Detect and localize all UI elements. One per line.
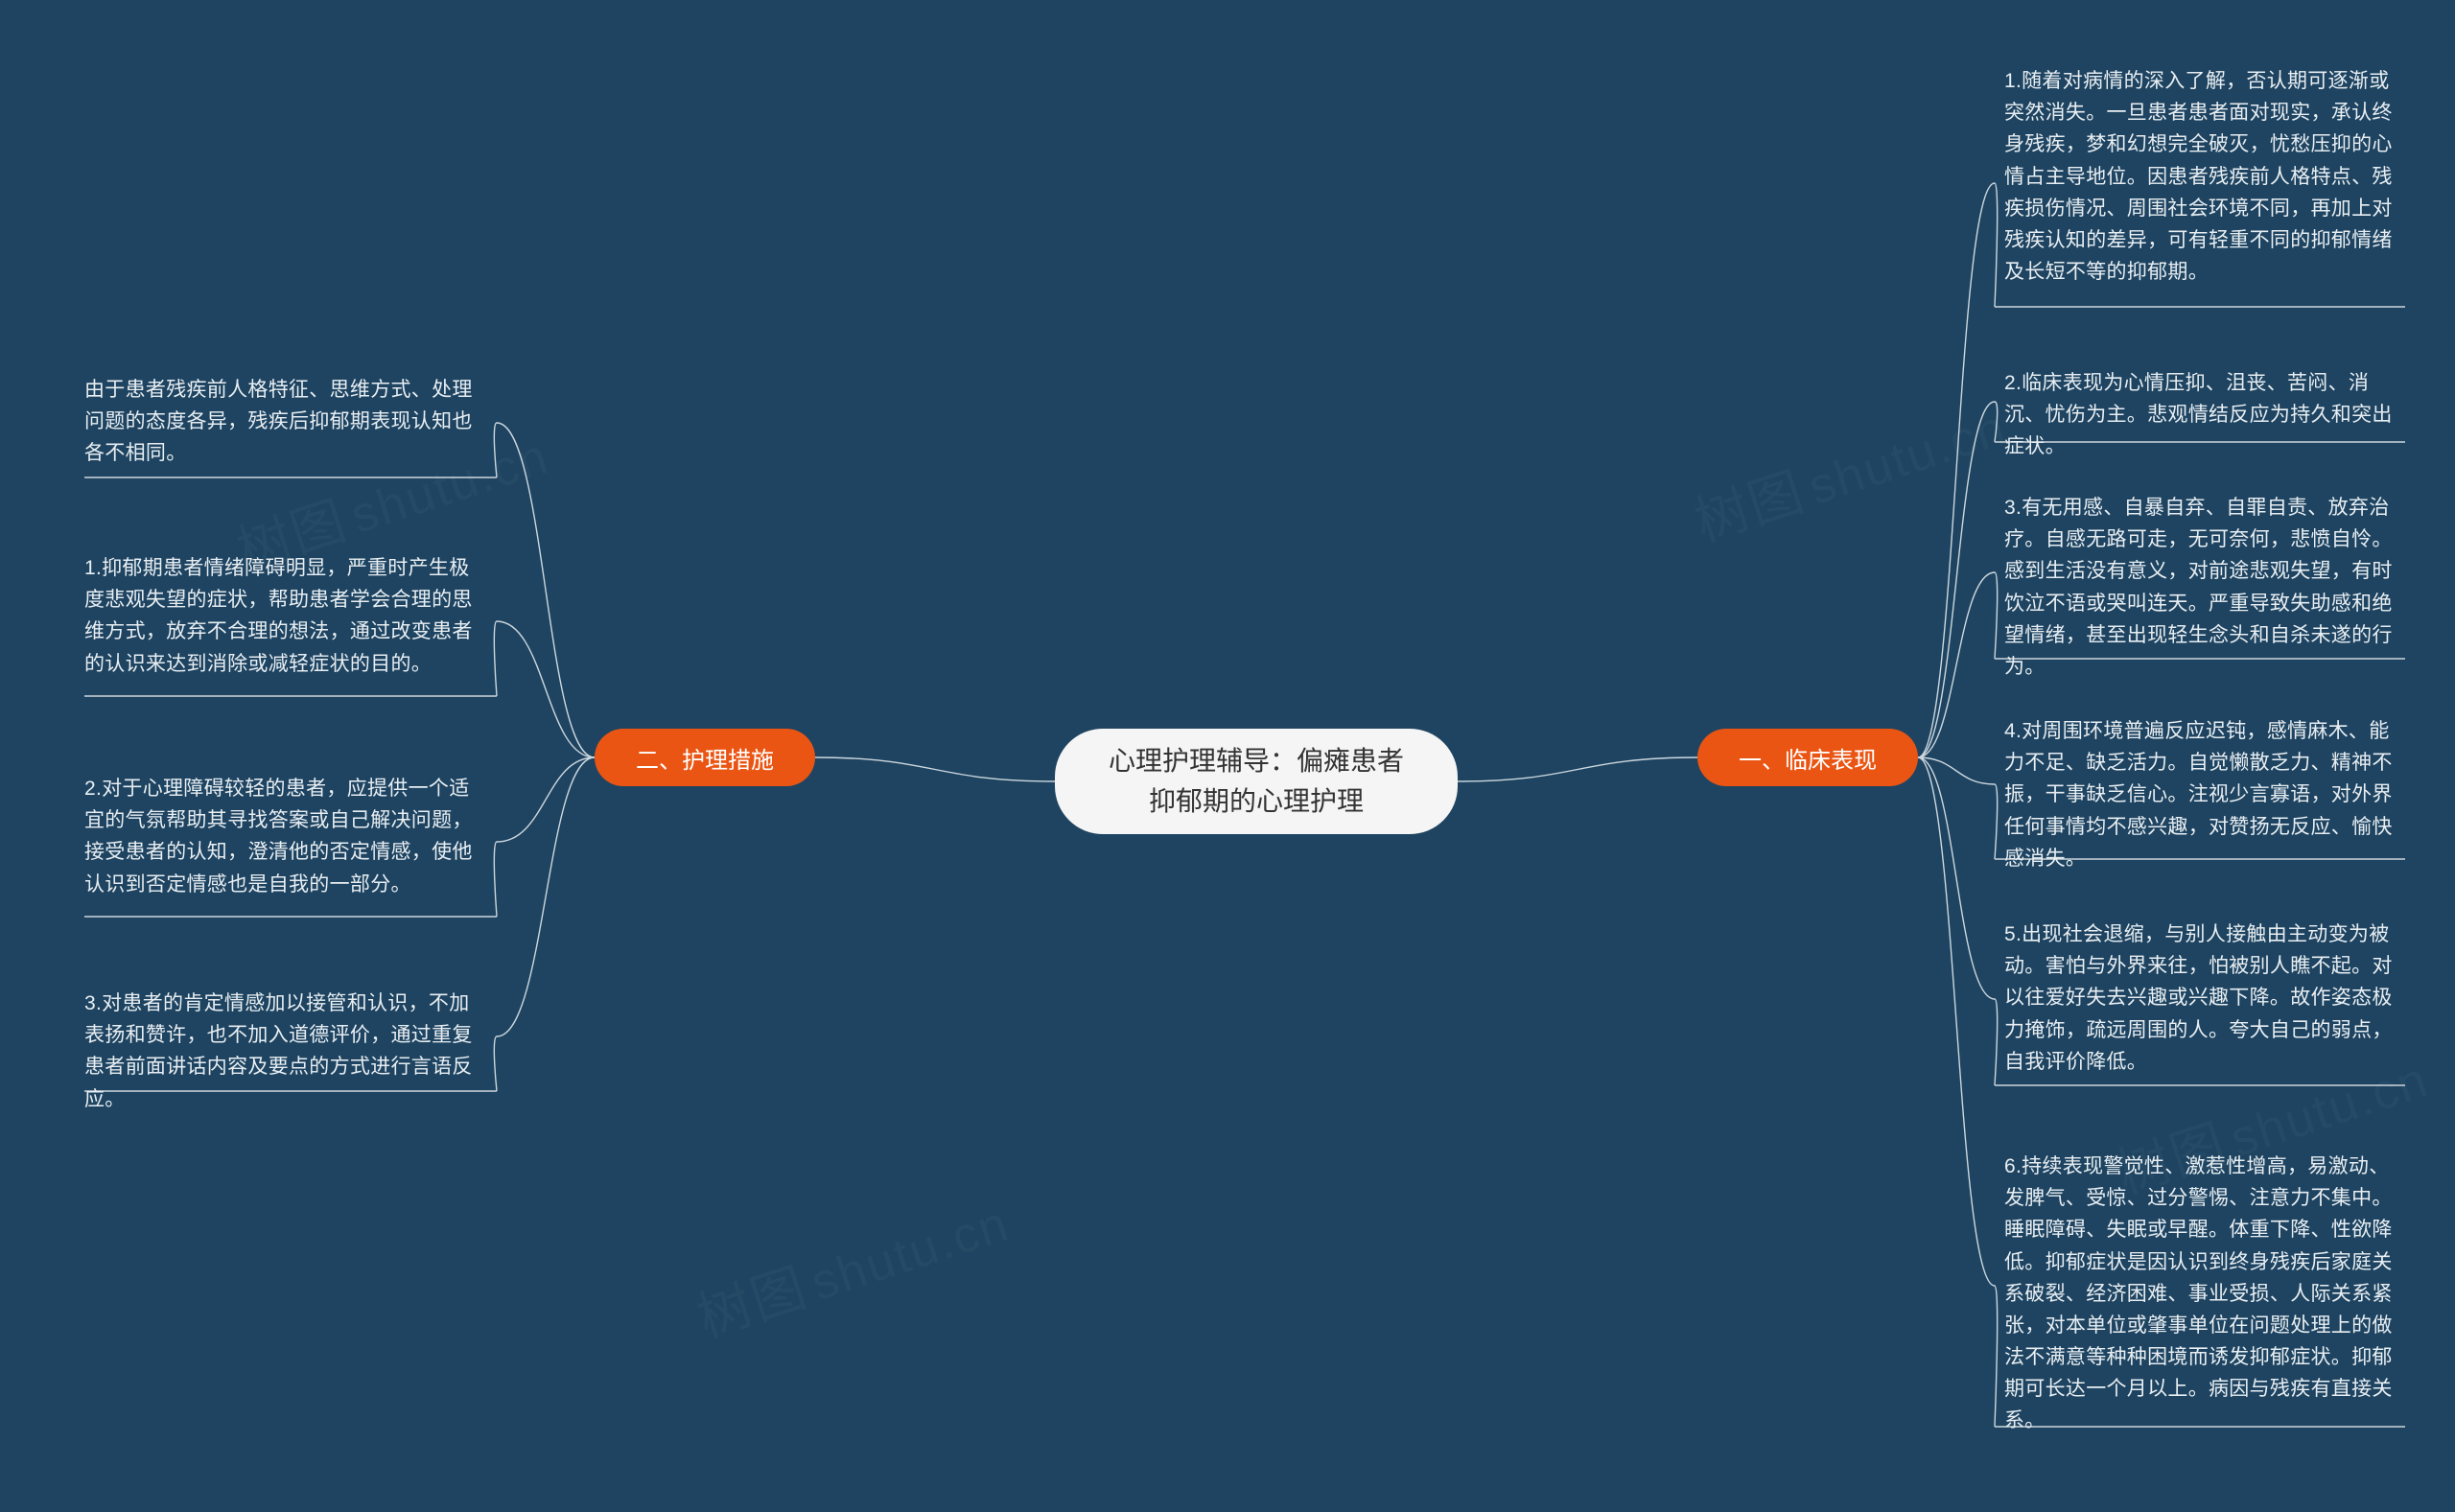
leaf-node: 2.临床表现为心情压抑、沮丧、苦闷、消沉、忧伤为主。悲观情结反应为持久和突出症状…	[2004, 367, 2405, 463]
leaf-text: 由于患者残疾前人格特征、思维方式、处理问题的态度各异，残疾后抑郁期表现认知也各不…	[84, 374, 487, 470]
leaf-node: 由于患者残疾前人格特征、思维方式、处理问题的态度各异，残疾后抑郁期表现认知也各不…	[84, 374, 487, 472]
leaf-text: 4.对周围环境普遍反应迟钝，感情麻木、能力不足、缺乏活力。自觉懒散乏力、精神不振…	[2004, 715, 2405, 874]
leaf-node: 6.持续表现警觉性、激惹性增高，易激动、发脾气、受惊、过分警惕、注意力不集中。睡…	[2004, 1151, 2405, 1437]
center-node-label: 心理护理辅导：偏瘫患者抑郁期的心理护理	[1109, 741, 1404, 822]
leaf-node: 1.抑郁期患者情绪障碍明显，严重时产生极度悲观失望的症状，帮助患者学会合理的思维…	[84, 552, 487, 690]
branch-label: 二、护理措施	[636, 741, 774, 775]
leaf-node: 2.对于心理障碍较轻的患者，应提供一个适宜的气氛帮助其寻找答案或自己解决问题，接…	[84, 773, 487, 911]
center-node: 心理护理辅导：偏瘫患者抑郁期的心理护理	[1055, 729, 1458, 834]
leaf-text: 2.对于心理障碍较轻的患者，应提供一个适宜的气氛帮助其寻找答案或自己解决问题，接…	[84, 773, 487, 900]
leaf-node: 5.出现社会退缩，与别人接触由主动变为被动。害怕与外界来往，怕被别人瞧不起。对以…	[2004, 919, 2405, 1080]
leaf-text: 2.临床表现为心情压抑、沮丧、苦闷、消沉、忧伤为主。悲观情结反应为持久和突出症状…	[2004, 367, 2405, 463]
leaf-text: 6.持续表现警觉性、激惹性增高，易激动、发脾气、受惊、过分警惕、注意力不集中。睡…	[2004, 1151, 2405, 1437]
leaf-text: 3.有无用感、自暴自弃、自罪自责、放弃治疗。自感无路可走，无可奈何，悲愤自怜。感…	[2004, 492, 2405, 683]
leaf-node: 3.有无用感、自暴自弃、自罪自责、放弃治疗。自感无路可走，无可奈何，悲愤自怜。感…	[2004, 492, 2405, 683]
leaf-text: 1.随着对病情的深入了解，否认期可逐渐或突然消失。一旦患者患者面对现实，承认终身…	[2004, 65, 2405, 288]
leaf-text: 5.出现社会退缩，与别人接触由主动变为被动。害怕与外界来往，怕被别人瞧不起。对以…	[2004, 919, 2405, 1078]
leaf-text: 1.抑郁期患者情绪障碍明显，严重时产生极度悲观失望的症状，帮助患者学会合理的思维…	[84, 552, 487, 680]
branch-clinical: 一、临床表现	[1697, 729, 1918, 786]
leaf-node: 1.随着对病情的深入了解，否认期可逐渐或突然消失。一旦患者患者面对现实，承认终身…	[2004, 65, 2405, 301]
center-line1: 心理护理辅导：偏瘫患者	[1109, 746, 1404, 776]
leaf-node: 4.对周围环境普遍反应迟钝，感情麻木、能力不足、缺乏活力。自觉懒散乏力、精神不振…	[2004, 715, 2405, 874]
leaf-text: 3.对患者的肯定情感加以接管和认识，不加表扬和赞许，也不加入道德评价，通过重复患…	[84, 988, 487, 1115]
branch-nursing: 二、护理措施	[595, 729, 815, 786]
branch-label: 一、临床表现	[1739, 741, 1877, 775]
leaf-node: 3.对患者的肯定情感加以接管和认识，不加表扬和赞许，也不加入道德评价，通过重复患…	[84, 988, 487, 1115]
center-line2: 抑郁期的心理护理	[1149, 786, 1364, 816]
